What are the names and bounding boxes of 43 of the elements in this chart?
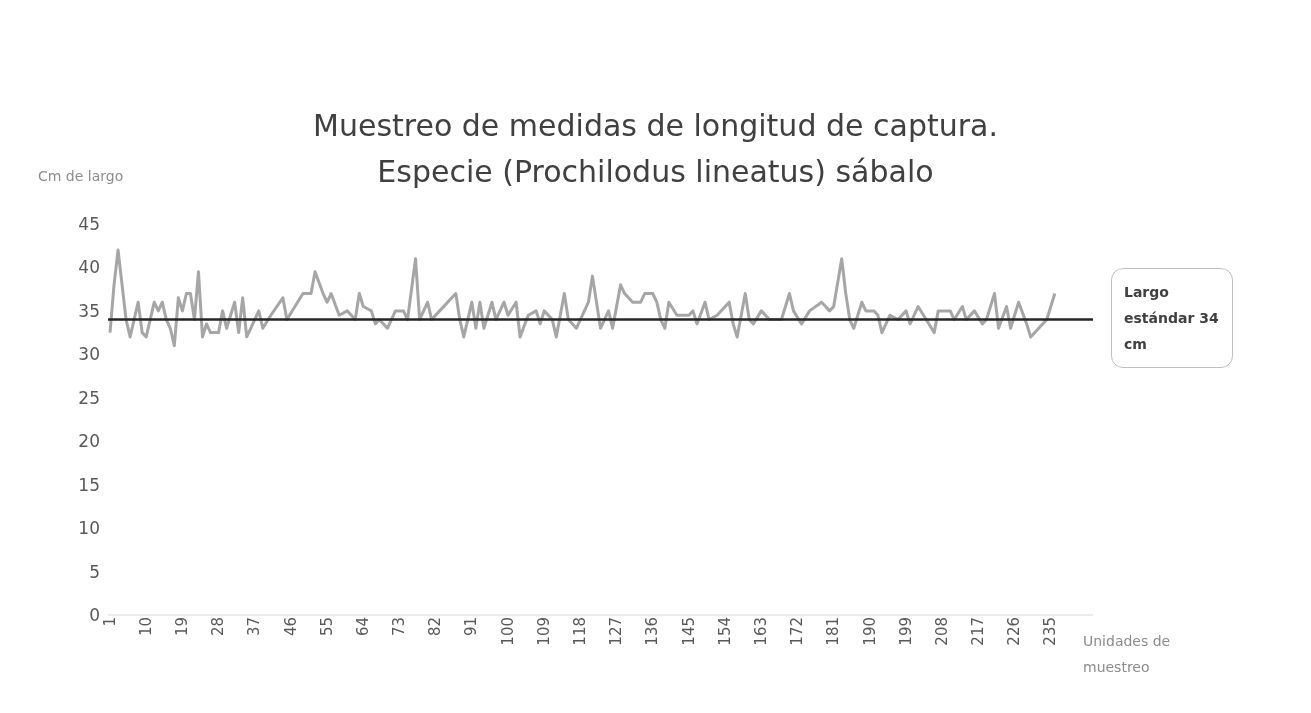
- y-tick-label: 30: [78, 344, 100, 365]
- x-axis-title: Unidades de muestreo: [1083, 632, 1172, 677]
- x-tick-label: 190: [860, 617, 879, 646]
- x-tick-label: 217: [969, 617, 988, 646]
- x-tick-label: 10: [136, 617, 155, 637]
- y-tick-label: 25: [78, 387, 100, 408]
- y-tick-label: 40: [78, 257, 100, 278]
- x-tick-label: 82: [426, 617, 445, 637]
- x-tick-label: 55: [317, 617, 336, 637]
- x-tick-label: 91: [462, 617, 481, 637]
- x-tick-label: 208: [932, 617, 951, 646]
- y-tick-label: 35: [78, 300, 100, 321]
- x-tick-label: 100: [498, 617, 517, 646]
- y-tick-label: 15: [78, 474, 100, 495]
- x-tick-label: 154: [715, 617, 734, 646]
- y-tick-label: 5: [89, 561, 100, 582]
- y-tick-label: 45: [78, 214, 100, 235]
- x-tick-label: 181: [824, 617, 843, 646]
- x-tick-label: 28: [209, 617, 228, 637]
- x-tick-label: 172: [788, 617, 807, 646]
- x-tick-label: 235: [1041, 617, 1060, 646]
- x-tick-label: 1: [100, 617, 119, 627]
- x-tick-label: 64: [353, 617, 372, 637]
- x-tick-label: 37: [245, 617, 264, 637]
- chart-title: Muestreo de medidas de longitud de captura.: [312, 108, 999, 143]
- chart-subtitle: Especie (Prochilodus lineatus) sábalo: [377, 154, 934, 189]
- x-tick-label: 109: [534, 617, 553, 646]
- line-series: [108, 248, 1057, 348]
- x-tick-label: 19: [173, 617, 192, 637]
- ref-line-label: Largo estándar 34 cm: [1111, 267, 1233, 368]
- x-tick-label: 199: [896, 617, 915, 646]
- x-tick-label: 46: [281, 617, 300, 637]
- x-tick-label: 145: [679, 617, 698, 646]
- x-tick-label: 136: [643, 617, 662, 646]
- y-axis-title: Cm de largo: [38, 168, 124, 184]
- x-tick-label: 226: [1005, 617, 1024, 646]
- x-tick-label: 73: [390, 617, 409, 637]
- y-tick-label: 0: [89, 605, 100, 626]
- y-tick-label: 20: [78, 431, 100, 452]
- x-tick-label: 127: [607, 617, 626, 646]
- x-tick-label: 118: [571, 617, 590, 646]
- y-tick-label: 10: [78, 518, 100, 539]
- x-tick-label: 163: [751, 617, 770, 646]
